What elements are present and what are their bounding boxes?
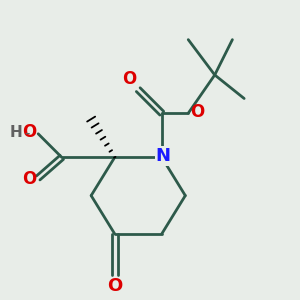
Text: O: O xyxy=(190,103,204,121)
Text: H: H xyxy=(9,125,22,140)
Text: -: - xyxy=(24,125,30,140)
Text: O: O xyxy=(122,70,137,88)
Text: N: N xyxy=(156,147,171,165)
Text: O: O xyxy=(22,123,37,141)
Text: O: O xyxy=(107,277,122,295)
Text: O: O xyxy=(22,170,37,188)
